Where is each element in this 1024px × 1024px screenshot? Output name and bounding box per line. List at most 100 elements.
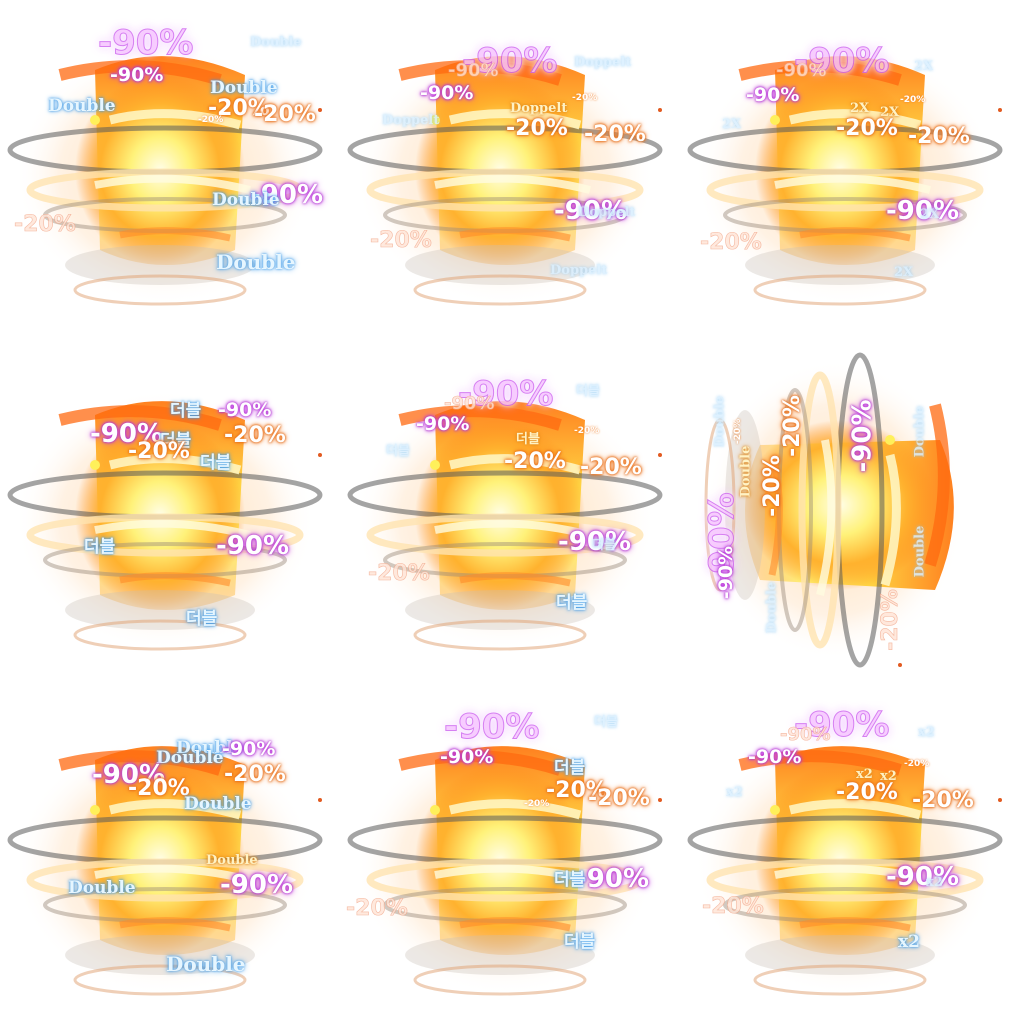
- reduction-label-faint: -20%: [370, 230, 432, 252]
- reduction-label-small: -20%: [524, 800, 549, 809]
- buff-label: 더블: [554, 760, 585, 777]
- reduction-label: -20%: [504, 451, 566, 473]
- buff-label: Double: [166, 954, 246, 974]
- buff-label: Double: [212, 192, 280, 209]
- buff-label: 더블: [84, 539, 115, 556]
- reduction-label-faint: -20%: [368, 563, 430, 585]
- buff-label: 더블: [554, 872, 585, 889]
- buff-label: Double: [765, 582, 778, 634]
- reduction-label-small: -20%: [198, 116, 223, 125]
- buff-label: 2X: [920, 208, 939, 221]
- reduction-label: -20%: [254, 104, 316, 126]
- buff-label-gold: Double: [739, 446, 752, 498]
- buff-label: 2X: [894, 266, 913, 279]
- buff-label-gold: 더블: [516, 433, 540, 446]
- discount-label: -90%: [420, 84, 473, 103]
- reduction-label: -20%: [224, 425, 286, 447]
- discount-label-ghost: -90%: [776, 62, 827, 80]
- buff-label: x2: [926, 876, 943, 889]
- reduction-label-faint: -20%: [14, 214, 76, 236]
- buff-label: x2: [726, 786, 743, 799]
- buff-label: Double: [68, 880, 136, 897]
- reduction-label-small: -20%: [734, 419, 743, 444]
- buff-label: 더블: [576, 385, 600, 398]
- effect-frame-r2c1: 더블 -90% -90% 더블 -20% -20% 더블 -90% 더블 더블: [0, 345, 330, 675]
- reduction-label: -20%: [836, 118, 898, 140]
- buff-label: Doppelt: [550, 264, 607, 277]
- buff-label: Doppelt: [574, 56, 631, 69]
- buff-label: Double: [210, 80, 278, 97]
- discount-label: -90%: [576, 866, 649, 892]
- effect-frame-r3c1: Double -90% Double -90% -20% -20% Double…: [0, 690, 330, 1020]
- reduction-label-faint: -20%: [700, 232, 762, 254]
- reduction-label-small: -20%: [574, 427, 599, 436]
- reduction-label: -20%: [580, 457, 642, 479]
- buff-label: Doppelt: [382, 114, 439, 127]
- discount-label: -90%: [850, 399, 876, 472]
- buff-label: 2X: [722, 118, 741, 131]
- discount-label-big: -90%: [98, 26, 194, 60]
- discount-label: -90%: [748, 748, 801, 767]
- vortex-effect: [0, 345, 330, 675]
- buff-label: 더블: [186, 611, 217, 628]
- reduction-label-small: -20%: [572, 94, 597, 103]
- reduction-label-faint: -20%: [702, 896, 764, 918]
- discount-label: -90%: [440, 748, 493, 767]
- reduction-label: -20%: [908, 126, 970, 148]
- reduction-label: -20%: [128, 778, 190, 800]
- reduction-label-small: -20%: [904, 760, 929, 769]
- discount-label: -90%: [717, 546, 736, 599]
- reduction-label: -20%: [224, 764, 286, 786]
- buff-label: Double: [184, 796, 252, 813]
- reduction-label-faint: -20%: [346, 898, 408, 920]
- effect-frame-r3c3: -90% -90% x2 -90% x2 x2 -20% x2 -20% -20…: [680, 690, 1010, 1020]
- discount-label-ghost: -90%: [780, 726, 831, 744]
- reduction-label: -20%: [762, 455, 784, 517]
- buff-label: 더블: [556, 595, 587, 612]
- effect-frame-r2c3: -20% -20% -20% Double Double Double -90%…: [680, 345, 1010, 675]
- discount-label-ghost: -90%: [444, 395, 495, 413]
- reduction-label: -20%: [782, 395, 804, 457]
- discount-label: -90%: [218, 401, 271, 420]
- effect-frame-r1c2: -90% -90% Doppelt -90% Doppelt -20% Dopp…: [340, 0, 670, 330]
- buff-label: x2: [918, 726, 935, 739]
- discount-label: -90%: [416, 415, 469, 434]
- reduction-label: -20%: [584, 124, 646, 146]
- buff-label: Double: [713, 396, 726, 448]
- buff-label-gold: Double: [206, 854, 258, 867]
- buff-label: Double: [913, 526, 926, 578]
- reduction-label: -20%: [506, 118, 568, 140]
- discount-label: -90%: [220, 872, 293, 898]
- discount-label-ghost: -90%: [448, 62, 499, 80]
- buff-label-gold: 2X: [850, 102, 869, 115]
- buff-label: 더블: [200, 455, 231, 472]
- discount-label: -90%: [216, 533, 289, 559]
- buff-label: Doppelt: [578, 206, 635, 219]
- effect-frame-r1c1: -90% -90% Double Double Double -20% -20%…: [0, 0, 330, 330]
- discount-label: -90%: [886, 864, 959, 890]
- buff-label: Double: [216, 252, 296, 272]
- buff-label: 더블: [592, 539, 616, 552]
- discount-label: -90%: [222, 740, 275, 759]
- buff-label: 2X: [914, 60, 933, 73]
- reduction-label-faint: -20%: [880, 589, 902, 651]
- effect-frame-r2c2: -90% -90% 더블 -90% 더블 -20% 더블 -20% -20% -…: [340, 345, 670, 675]
- discount-label-big: -90%: [444, 710, 540, 744]
- buff-label: 더블: [564, 934, 595, 951]
- reduction-label: -20%: [912, 790, 974, 812]
- vortex-effect: [0, 690, 330, 1020]
- buff-label: Double: [913, 406, 926, 458]
- buff-label: Double: [156, 750, 224, 767]
- buff-label: Double: [48, 98, 116, 115]
- reduction-label-small: -20%: [900, 96, 925, 105]
- buff-label: 더블: [386, 445, 410, 458]
- discount-label: -90%: [110, 66, 163, 85]
- buff-label: 더블: [594, 716, 618, 729]
- effect-frame-r1c3: -90% -90% 2X -90% 2X 2X -20% 2X -20% -20…: [680, 0, 1010, 330]
- reduction-label: -20%: [588, 788, 650, 810]
- reduction-label: -20%: [128, 441, 190, 463]
- buff-label: x2: [898, 934, 920, 951]
- reduction-label: -20%: [836, 782, 898, 804]
- buff-label: Double: [250, 36, 302, 49]
